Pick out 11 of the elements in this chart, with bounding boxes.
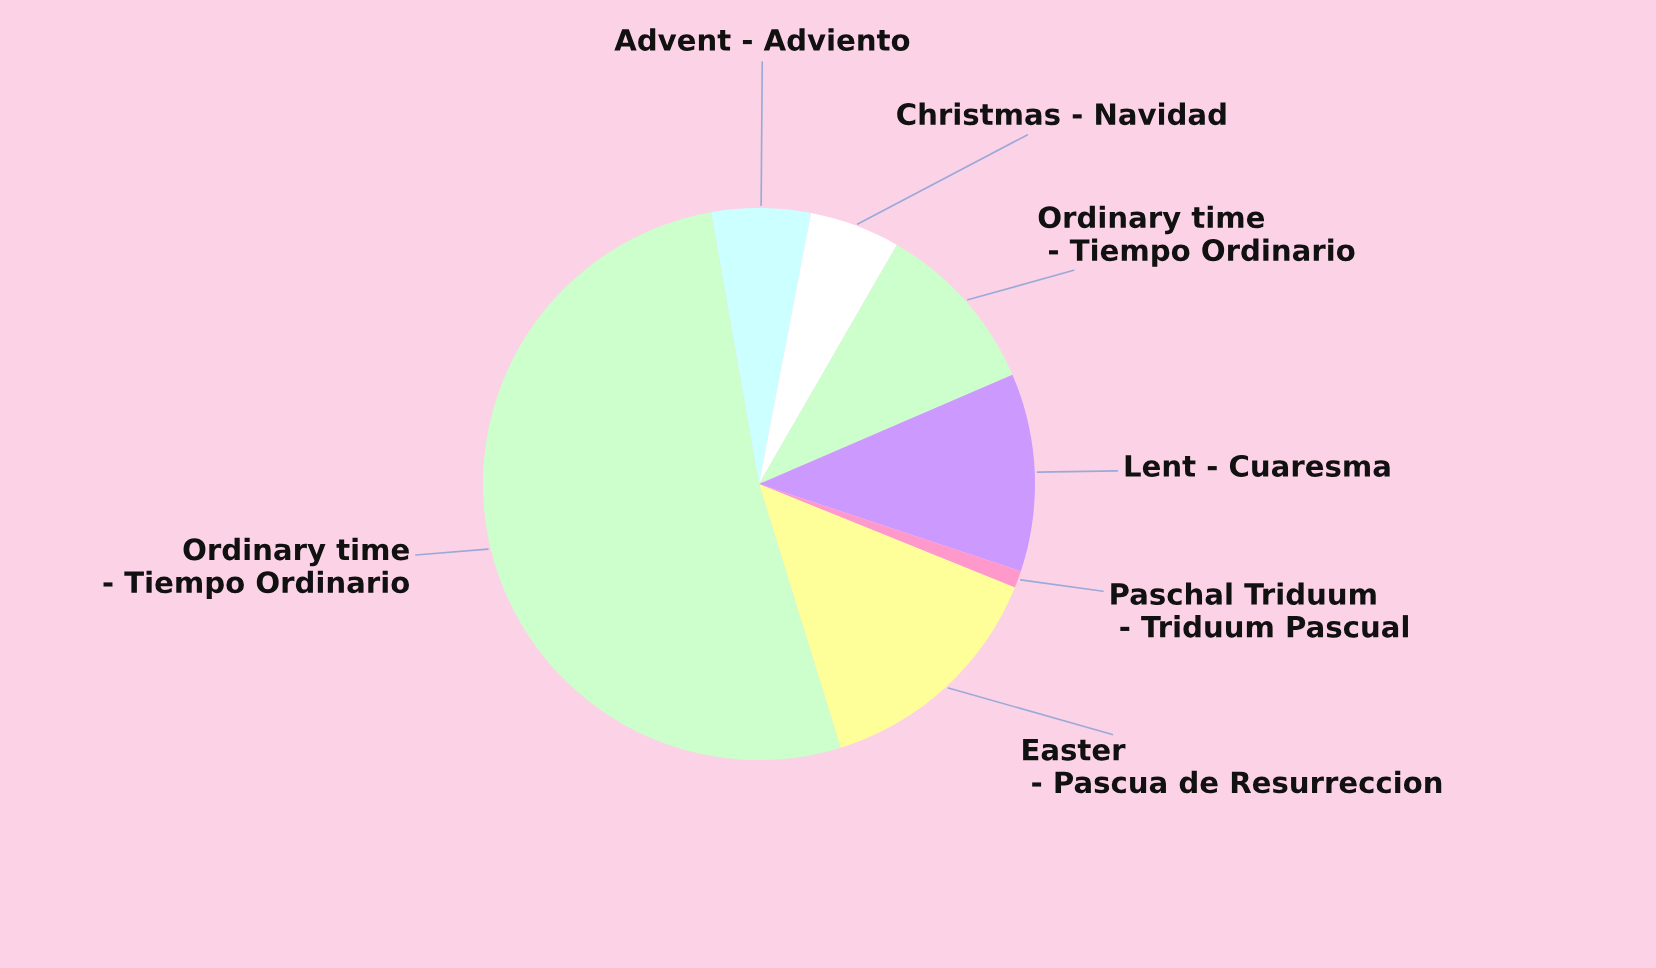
pie-slice xyxy=(711,208,812,484)
slice-label: Ordinary time - Tiempo Ordinario xyxy=(103,537,409,599)
slice-label: Easter - Pascua de Resurreccion xyxy=(1023,738,1442,794)
pie-slice xyxy=(759,212,897,484)
slice-label: Lent - Cuaresma xyxy=(1125,454,1390,477)
pie-slice xyxy=(759,484,1015,748)
slice-label: Ordinary time - Tiempo Ordinario xyxy=(1038,205,1355,267)
pie-slice xyxy=(759,374,1035,572)
slice-label: Paschal Triduum - Triduum Pascual xyxy=(1111,582,1408,638)
slice-label: Advent - Adviento xyxy=(614,28,910,51)
slice-label: Christmas - Navidad xyxy=(897,102,1226,126)
